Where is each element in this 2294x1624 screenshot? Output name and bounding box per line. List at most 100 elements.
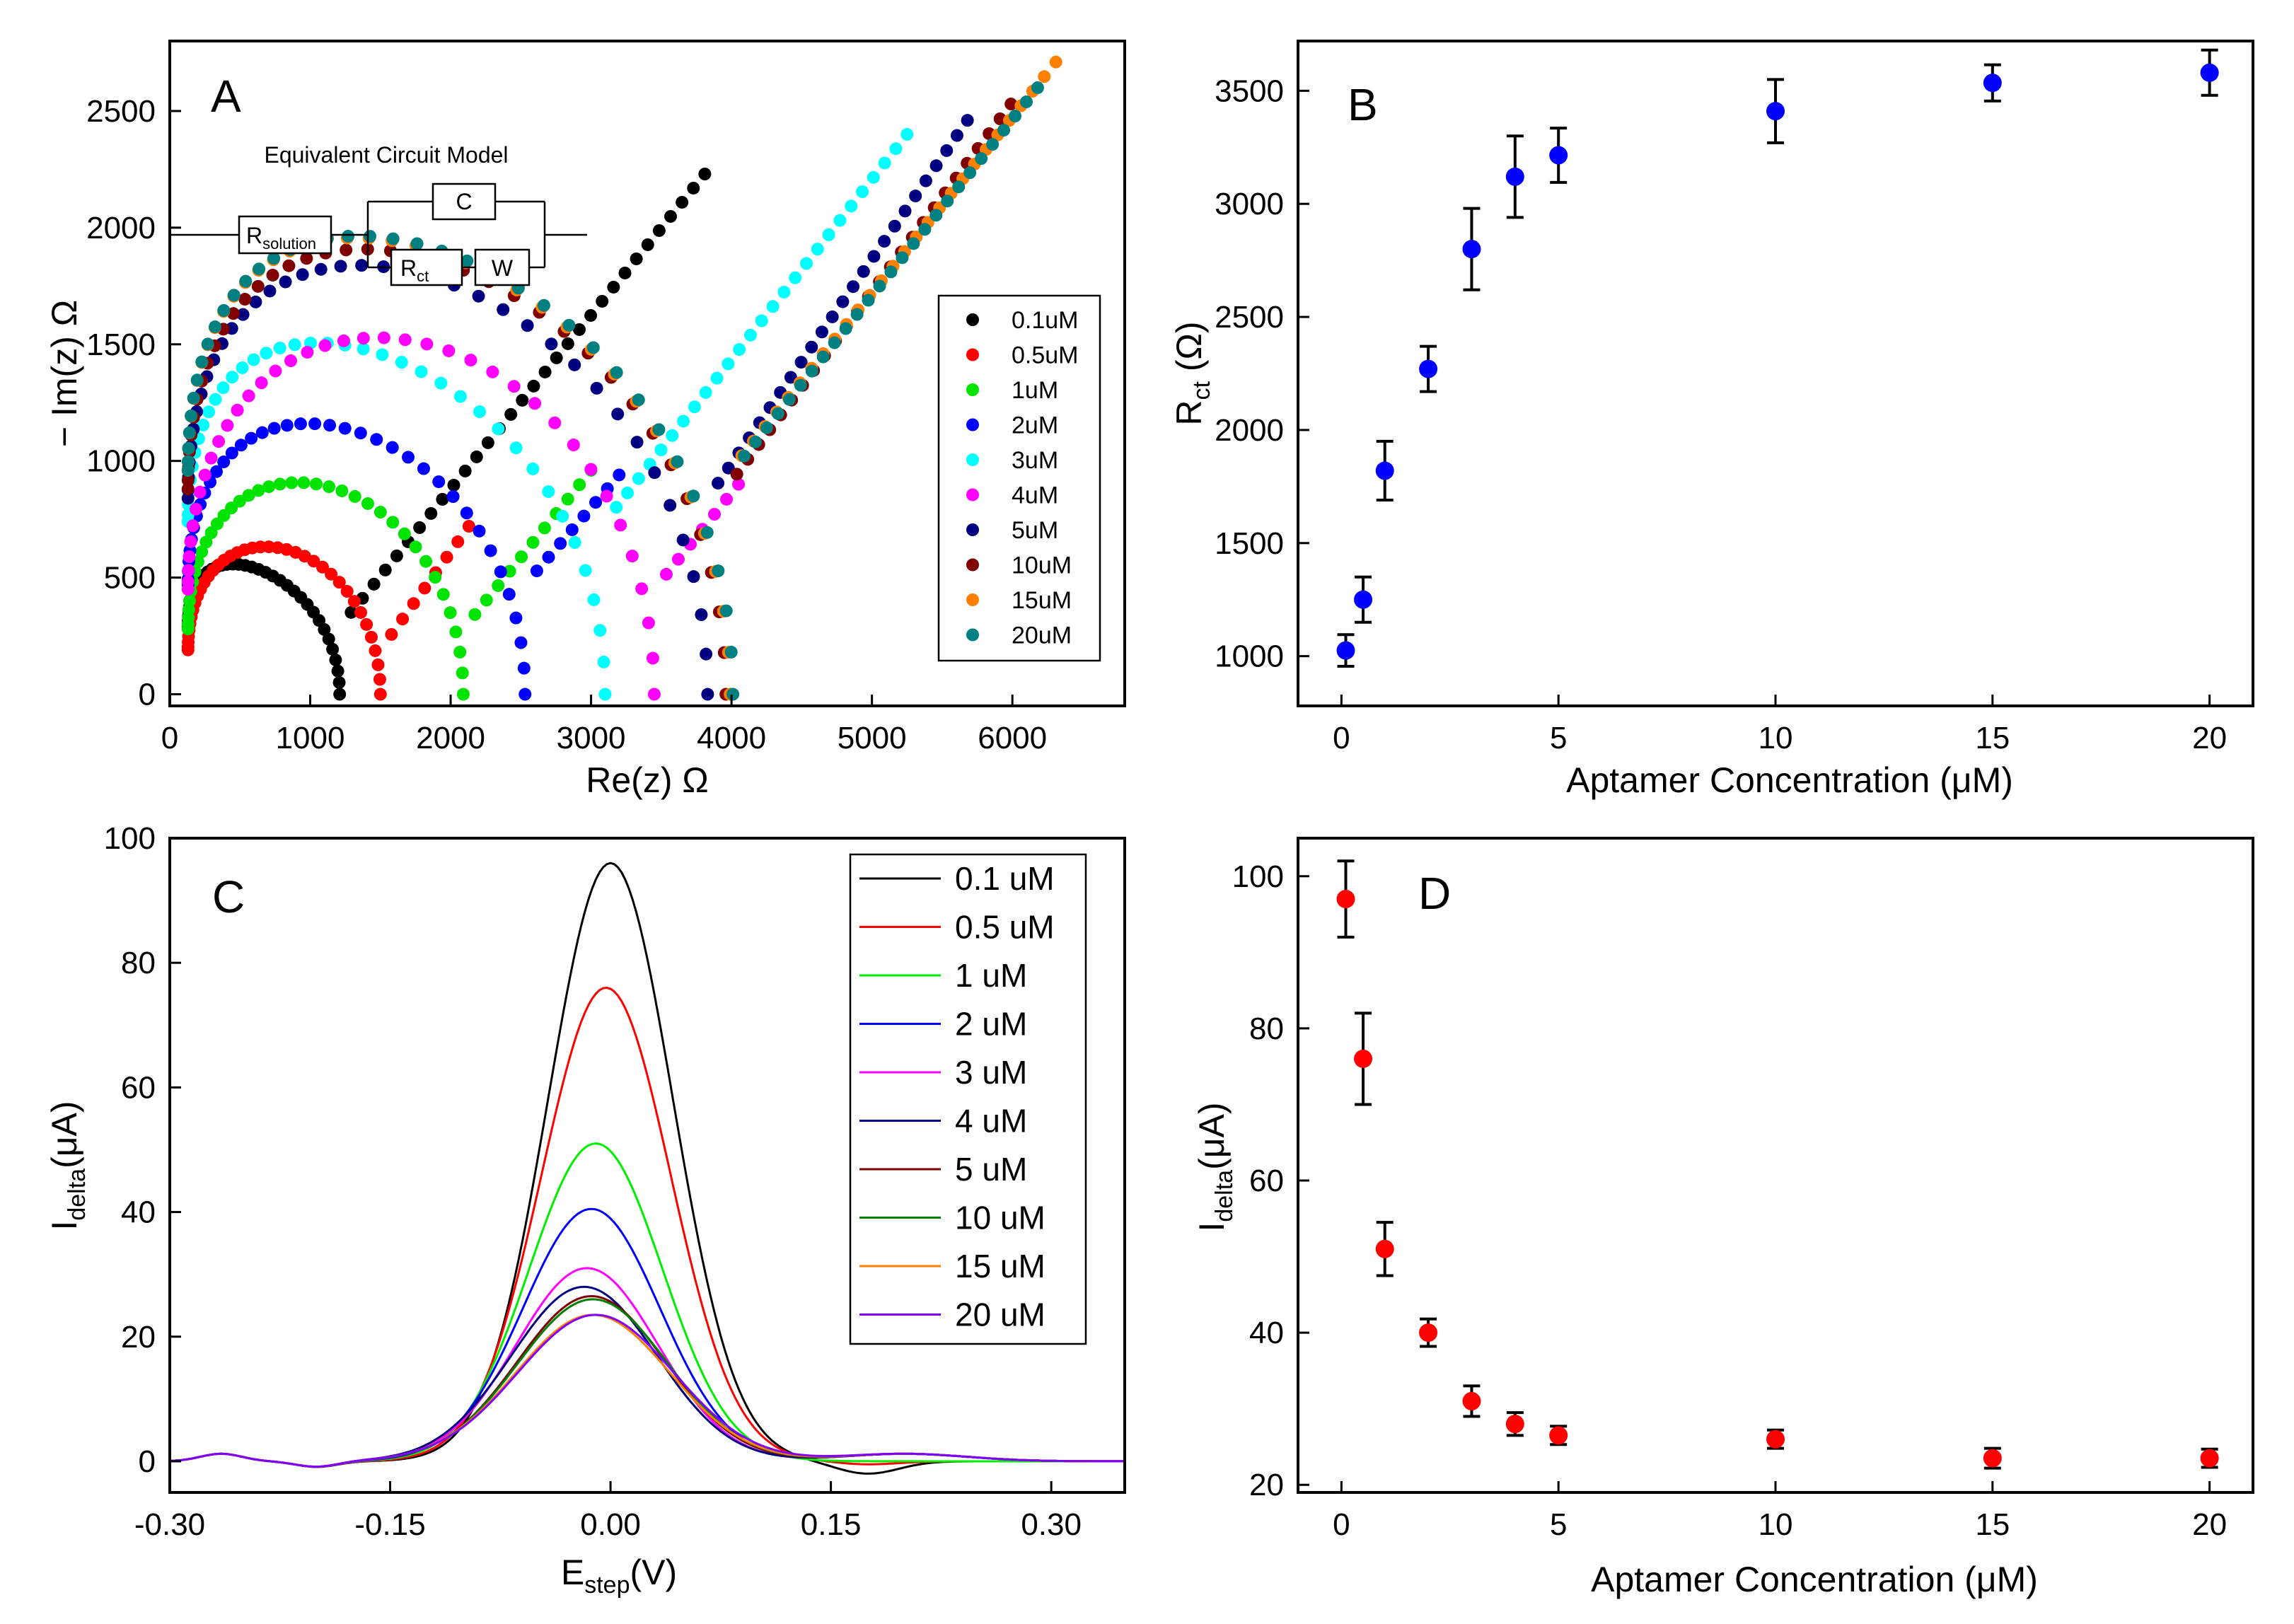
panel-a-x-tick-label: 5000	[838, 721, 907, 755]
legend-marker	[966, 488, 979, 501]
nyquist-point	[695, 608, 708, 622]
nyquist-point	[847, 280, 860, 294]
nyquist-point	[338, 422, 352, 435]
panel-b-data-point	[2200, 63, 2219, 82]
panel-b-x-axis-label: Aptamer Concentration (μM)	[1566, 760, 2013, 800]
panel-b-data-point	[1336, 641, 1355, 660]
nyquist-point	[236, 361, 249, 374]
nyquist-point	[367, 577, 381, 591]
nyquist-point	[329, 653, 342, 666]
nyquist-point	[822, 228, 835, 241]
nyquist-point	[451, 535, 465, 548]
panel-c-legend-box	[849, 853, 1087, 1345]
panel-d-data-point	[2200, 1449, 2219, 1468]
nyquist-point	[181, 575, 195, 588]
nyquist-point	[395, 356, 408, 369]
nyquist-point	[909, 190, 922, 203]
nyquist-point	[296, 268, 309, 282]
panel-a-x-tick-label: 1000	[276, 721, 345, 755]
legend-marker	[966, 523, 979, 536]
nyquist-point	[766, 300, 780, 313]
nyquist-point	[216, 381, 230, 395]
nyquist-series-5uM	[181, 114, 974, 701]
nyquist-point	[201, 337, 214, 351]
nyquist-point	[805, 340, 818, 354]
nyquist-point	[182, 564, 195, 577]
nyquist-point	[878, 156, 891, 170]
nyquist-point	[354, 427, 367, 440]
nyquist-point	[245, 431, 258, 445]
nyquist-point	[473, 405, 487, 419]
nyquist-point	[517, 661, 531, 675]
nyquist-point	[816, 350, 830, 364]
nyquist-point	[492, 579, 505, 592]
nyquist-point	[186, 519, 199, 533]
nyquist-point	[332, 576, 346, 589]
legend-marker	[966, 418, 979, 431]
nyquist-point	[504, 407, 518, 421]
nyquist-point	[630, 436, 644, 449]
nyquist-point	[429, 571, 442, 584]
nyquist-point	[187, 391, 200, 405]
panel-c-ticks: -0.30 -0.15 0.00 0.15 0.30 0 20 40 60 80 100	[104, 821, 1082, 1542]
nyquist-point	[726, 688, 740, 701]
nyquist-point	[390, 549, 403, 562]
panel-b-data-point	[1354, 590, 1373, 609]
nyquist-point	[364, 630, 378, 644]
panel-a-frame	[168, 40, 1126, 707]
legend-marker	[966, 593, 979, 606]
nyquist-point	[373, 688, 387, 701]
nyquist-point	[975, 152, 988, 166]
nyquist-point	[567, 439, 580, 452]
panel-d-data-point	[1419, 1323, 1438, 1342]
panel-b-letter: B	[1348, 79, 1378, 130]
nyquist-point	[335, 484, 349, 497]
panel-d-y-tick-label: 100	[1232, 859, 1284, 894]
legend-label: 0.1uM	[1012, 307, 1079, 334]
panel-d-data-point	[1336, 890, 1355, 909]
panel-a-y-tick-label: 1000	[86, 444, 156, 479]
panel-d-x-tick-label: 10	[1759, 1507, 1793, 1542]
nyquist-point	[251, 279, 265, 293]
panel-d-y-tick-label: 40	[1249, 1316, 1284, 1350]
legend-label: 20uM	[1012, 622, 1072, 649]
nyquist-point	[1004, 98, 1018, 111]
legend-label: 1uM	[1012, 377, 1058, 404]
panel-a-y-tick-label: 500	[104, 561, 156, 596]
nyquist-point	[584, 308, 598, 322]
nyquist-point	[323, 480, 336, 494]
panel-a-ticks: 0 1000 2000 3000 4000 5000 6000 0 500 1000 1500 200…	[86, 94, 1047, 755]
legend-label: 4 uM	[955, 1103, 1027, 1139]
nyquist-point	[280, 419, 294, 432]
nyquist-point	[597, 655, 610, 668]
nyquist-point	[929, 159, 943, 173]
nyquist-point	[460, 254, 474, 267]
nyquist-point	[340, 585, 354, 598]
nyquist-point	[961, 114, 974, 127]
panel-a-x-axis-label: Re(z) Ω	[586, 760, 709, 800]
nyquist-point	[181, 463, 195, 477]
nyquist-point	[419, 555, 433, 568]
nyquist-point	[226, 307, 240, 320]
circuit-warburg-label: W	[492, 255, 514, 281]
panel-a-data-points	[181, 55, 1062, 701]
nyquist-point	[331, 664, 344, 678]
nyquist-point	[267, 422, 281, 435]
nyquist-point	[255, 376, 268, 390]
panel-b-y-tick-label: 2500	[1215, 300, 1284, 335]
nyquist-point	[185, 409, 198, 422]
nyquist-point	[386, 232, 400, 245]
nyquist-point	[253, 262, 266, 276]
nyquist-point	[878, 235, 891, 248]
legend-label: 1 uM	[955, 957, 1027, 994]
nyquist-point	[181, 474, 195, 487]
nyquist-point	[561, 492, 574, 506]
panel-d-x-tick-label: 15	[1975, 1507, 2010, 1542]
nyquist-point	[577, 509, 591, 523]
nyquist-point	[440, 550, 453, 564]
nyquist-point	[434, 376, 448, 390]
nyquist-point	[360, 617, 373, 631]
nyquist-point	[236, 308, 250, 321]
nyquist-point	[630, 252, 643, 265]
legend-label: 0.5uM	[1012, 342, 1079, 369]
